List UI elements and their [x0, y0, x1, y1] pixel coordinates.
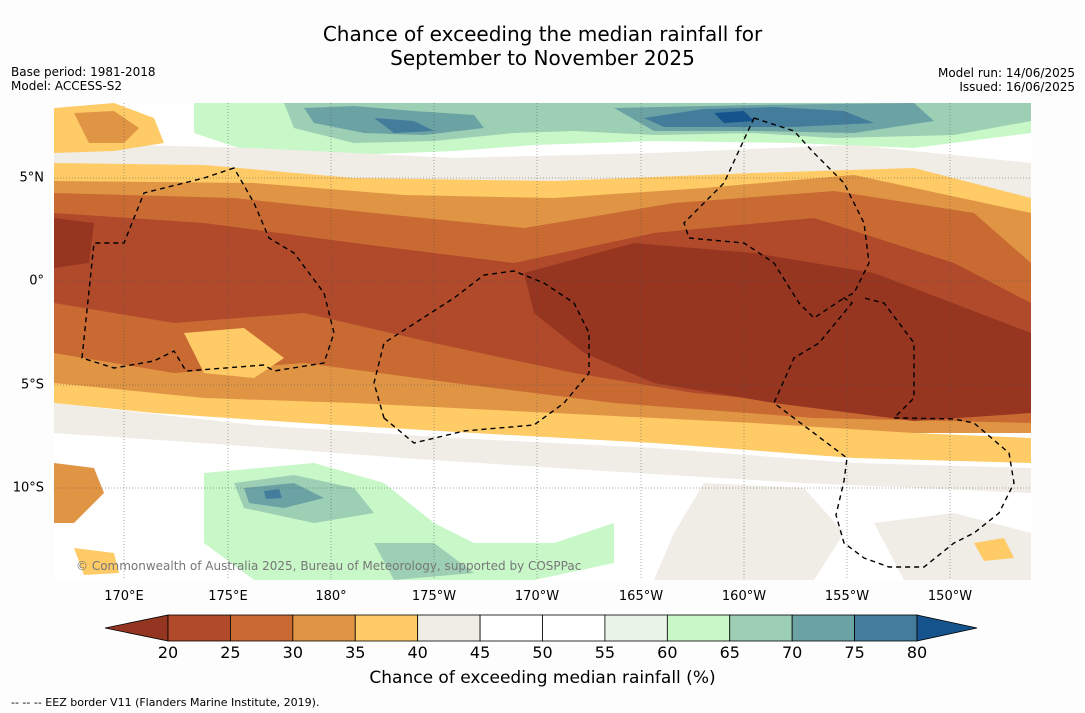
colorbar-tick: 60 — [657, 643, 678, 662]
colorbar-tick: 25 — [220, 643, 241, 662]
y-tick-0: 0° — [29, 273, 44, 289]
colorbar-tick: 55 — [594, 643, 616, 662]
very-dry-west — [54, 218, 94, 268]
dark-teal-region-south — [244, 483, 324, 508]
eez-footer: -- -- -- EEZ border V11 (Flanders Marine… — [11, 696, 320, 709]
neutral-band-south — [54, 403, 1031, 493]
colorbar-tick: 65 — [719, 643, 740, 662]
rainfall-map: © Commonwealth of Australia 2025, Bureau… — [54, 103, 1031, 580]
yellow-patch-se — [974, 538, 1014, 561]
colorbar-tick: 70 — [781, 643, 803, 662]
colorbar-cell — [230, 614, 294, 642]
colorbar-tick: 45 — [469, 643, 491, 662]
colorbar-cells — [167, 614, 918, 642]
y-tick-5s: 5°S — [20, 377, 44, 393]
eez-borders — [81, 117, 1015, 568]
colorbar-cell — [354, 614, 419, 642]
colorbar-tick: 30 — [282, 643, 304, 662]
x-tick-155w: 155°W — [824, 589, 870, 604]
base-period: Base period: 1981-2018 — [11, 65, 156, 79]
blue-region-north — [374, 107, 874, 133]
colorbar-label: Chance of exceeding median rainfall (%) — [369, 668, 716, 688]
yellow-patch-west — [184, 328, 284, 378]
y-tick-10s: 10°S — [12, 480, 44, 496]
colorbar-tick: 80 — [906, 643, 928, 662]
deep-blue-patch — [714, 111, 754, 123]
yellow-patch-sw — [74, 548, 119, 575]
colorbar-cell — [729, 614, 793, 642]
title-line-1: Chance of exceeding the median rainfall … — [322, 22, 763, 46]
x-tick-180: 180° — [315, 589, 347, 604]
map-title: Chance of exceeding the median rainfall … — [0, 22, 1085, 70]
title-line-2: September to November 2025 — [390, 46, 695, 70]
colorbar-tick: 20 — [157, 643, 179, 662]
colorbar-over-arrow — [916, 614, 978, 642]
colorbar-cell — [417, 614, 481, 642]
neutral-patch-se — [654, 483, 1031, 580]
y-tick-5n: 5°N — [19, 170, 45, 186]
meta-left: Base period: 1981-2018 Model: ACCESS-S2 — [11, 65, 156, 93]
colorbar-tick: 35 — [345, 643, 366, 662]
colorbar — [105, 614, 978, 642]
x-tick-165w: 165°W — [618, 589, 664, 604]
colorbar-tick: 40 — [407, 643, 428, 662]
colorbar-cell — [479, 614, 543, 642]
colorbar-tick: 75 — [844, 643, 865, 662]
colorbar-cell — [666, 614, 731, 642]
blue-patch-south — [264, 489, 282, 499]
colorbar-under-arrow — [105, 614, 169, 642]
model-run: Model run: 14/06/2025 — [937, 66, 1075, 80]
x-tick-160w: 160°W — [721, 589, 767, 604]
very-dry-core — [524, 243, 1031, 421]
colorbar-tick: 50 — [532, 643, 553, 662]
orange-patch-sw — [54, 463, 104, 523]
x-tick-170e: 170°E — [104, 589, 144, 604]
issued-date: Issued: 16/06/2025 — [959, 80, 1075, 94]
colorbar-cell — [292, 614, 356, 642]
colorbar-cell — [167, 614, 231, 642]
x-tick-175e: 175°E — [208, 589, 248, 604]
orange-patch-nw — [74, 111, 139, 143]
colorbar-cell — [854, 614, 918, 642]
colorbar-cell — [604, 614, 668, 642]
x-tick-170w: 170°W — [514, 589, 560, 604]
x-tick-150w: 150°W — [927, 589, 973, 604]
yellow-band-south — [54, 383, 1031, 463]
meta-right: Model run: 14/06/2025 Issued: 16/06/2025 — [938, 66, 1075, 94]
x-tick-175w: 175°W — [411, 589, 457, 604]
gridlines — [54, 103, 1031, 580]
colorbar-cell — [542, 614, 606, 642]
colorbar-cell — [791, 614, 855, 642]
credit-text: © Commonwealth of Australia 2025, Bureau… — [76, 559, 581, 573]
model-name: Model: ACCESS-S2 — [11, 79, 123, 93]
